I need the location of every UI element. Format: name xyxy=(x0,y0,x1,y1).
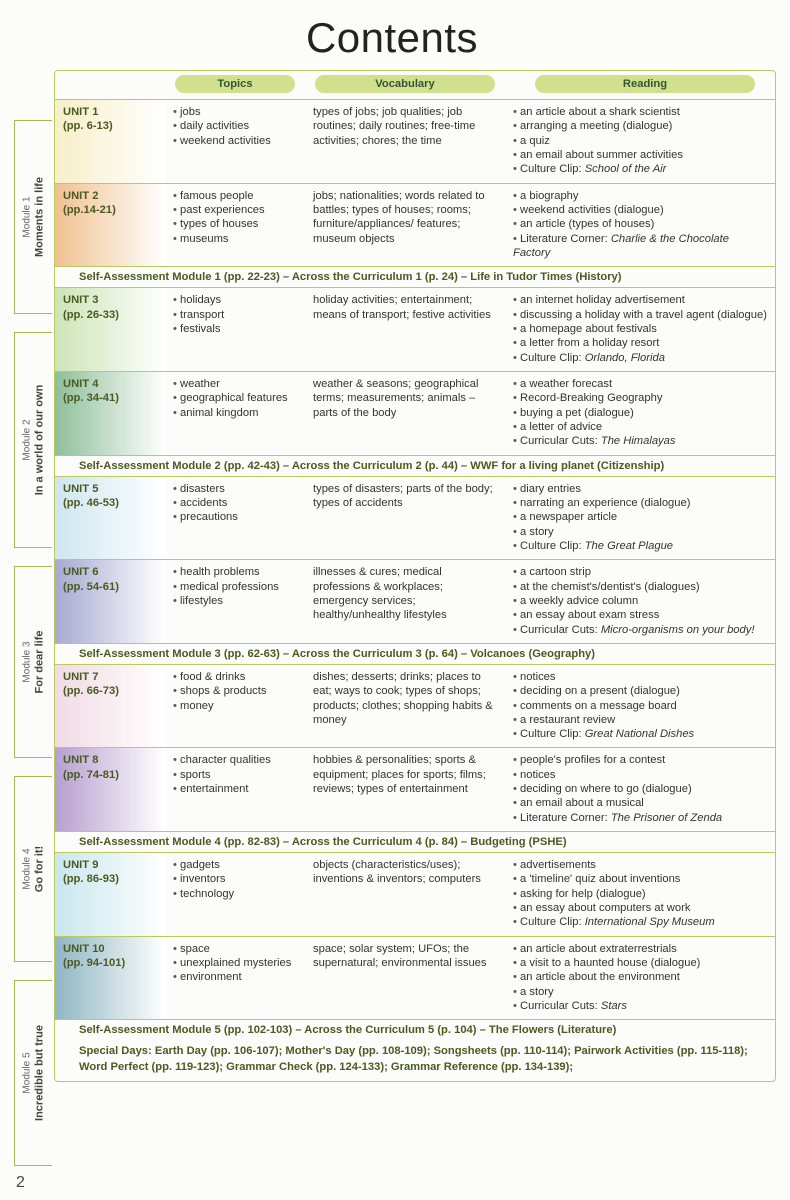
unit-cell: UNIT 3(pp. 26-33) xyxy=(55,288,165,371)
module-label: Module 5Incredible but true xyxy=(14,980,52,1166)
unit-cell: UNIT 10(pp. 94-101) xyxy=(55,937,165,1020)
reading-cell: a cartoon stripat the chemist's/dentist'… xyxy=(505,560,775,643)
self-assessment-row: Self-Assessment Module 2 (pp. 42-43) – A… xyxy=(55,455,775,476)
topics-cell: food & drinksshops & productsmoney xyxy=(165,665,305,748)
topics-cell: character qualitiessportsentertainment xyxy=(165,748,305,831)
vocab-cell: types of jobs; job qualities; job routin… xyxy=(305,100,505,183)
reading-cell: people's profiles for a contestnoticesde… xyxy=(505,748,775,831)
reading-cell: advertisementsa 'timeline' quiz about in… xyxy=(505,853,775,936)
vocab-cell: holiday activities; entertainment; means… xyxy=(305,288,505,371)
vocab-cell: dishes; desserts; drinks; places to eat;… xyxy=(305,665,505,748)
unit-row: UNIT 8(pp. 74-81)character qualitiesspor… xyxy=(55,747,775,831)
reading-cell: an internet holiday advertisementdiscuss… xyxy=(505,288,775,371)
page-title: Contents xyxy=(8,14,776,62)
vocab-cell: types of disasters; parts of the body; t… xyxy=(305,477,505,560)
unit-cell: UNIT 9(pp. 86-93) xyxy=(55,853,165,936)
unit-row: UNIT 6(pp. 54-61)health problemsmedical … xyxy=(55,559,775,643)
module-label: Module 2In a world of our own xyxy=(14,332,52,548)
unit-row: UNIT 7(pp. 66-73)food & drinksshops & pr… xyxy=(55,664,775,748)
vocab-cell: space; solar system; UFOs; the supernatu… xyxy=(305,937,505,1020)
topics-cell: weathergeographical featuresanimal kingd… xyxy=(165,372,305,455)
column-headers: Topics Vocabulary Reading xyxy=(55,71,775,99)
topics-cell: disastersaccidentsprecautions xyxy=(165,477,305,560)
unit-row: UNIT 9(pp. 86-93)gadgetsinventorstechnol… xyxy=(55,852,775,936)
vocab-cell: hobbies & personalities; sports & equipm… xyxy=(305,748,505,831)
unit-cell: UNIT 1(pp. 6-13) xyxy=(55,100,165,183)
header-vocab: Vocabulary xyxy=(315,75,495,93)
unit-cell: UNIT 7(pp. 66-73) xyxy=(55,665,165,748)
topics-cell: spaceunexplained mysteriesenvironment xyxy=(165,937,305,1020)
unit-cell: UNIT 8(pp. 74-81) xyxy=(55,748,165,831)
self-assessment-row: Self-Assessment Module 1 (pp. 22-23) – A… xyxy=(55,266,775,287)
vocab-cell: jobs; nationalities; words related to ba… xyxy=(305,184,505,267)
module-label: Module 4Go for it! xyxy=(14,776,52,962)
unit-cell: UNIT 4(pp. 34-41) xyxy=(55,372,165,455)
reading-cell: an article about a shark scientistarrang… xyxy=(505,100,775,183)
reading-cell: a biographyweekend activities (dialogue)… xyxy=(505,184,775,267)
self-assessment-row: Self-Assessment Module 5 (pp. 102-103) –… xyxy=(55,1019,775,1040)
reading-cell: an article about extraterrestrialsa visi… xyxy=(505,937,775,1020)
module-label: Module 3For dear life xyxy=(14,566,52,758)
module-label: Module 1Moments in life xyxy=(14,120,52,314)
topics-cell: health problemsmedical professionslifest… xyxy=(165,560,305,643)
reading-cell: a weather forecastRecord-Breaking Geogra… xyxy=(505,372,775,455)
page-number: 2 xyxy=(16,1174,25,1192)
unit-row: UNIT 2(pp.14-21)famous peoplepast experi… xyxy=(55,183,775,267)
unit-row: UNIT 1(pp. 6-13)jobsdaily activitiesweek… xyxy=(55,99,775,183)
self-assessment-row: Self-Assessment Module 3 (pp. 62-63) – A… xyxy=(55,643,775,664)
unit-cell: UNIT 6(pp. 54-61) xyxy=(55,560,165,643)
contents-table: Topics Vocabulary Reading UNIT 1(pp. 6-1… xyxy=(54,70,776,1082)
vocab-cell: objects (characteristics/uses); inventio… xyxy=(305,853,505,936)
topics-cell: famous peoplepast experiencestypes of ho… xyxy=(165,184,305,267)
reading-cell: diary entriesnarrating an experience (di… xyxy=(505,477,775,560)
unit-cell: UNIT 5(pp. 46-53) xyxy=(55,477,165,560)
reading-cell: noticesdeciding on a present (dialogue)c… xyxy=(505,665,775,748)
self-assessment-row: Self-Assessment Module 4 (pp. 82-83) – A… xyxy=(55,831,775,852)
vocab-cell: illnesses & cures; medical professions &… xyxy=(305,560,505,643)
unit-row: UNIT 3(pp. 26-33)holidaystransportfestiv… xyxy=(55,287,775,371)
unit-row: UNIT 5(pp. 46-53)disastersaccidentspreca… xyxy=(55,476,775,560)
header-reading: Reading xyxy=(535,75,755,93)
vocab-cell: weather & seasons; geographical terms; m… xyxy=(305,372,505,455)
unit-row: UNIT 4(pp. 34-41)weathergeographical fea… xyxy=(55,371,775,455)
unit-row: UNIT 10(pp. 94-101)spaceunexplained myst… xyxy=(55,936,775,1020)
topics-cell: gadgetsinventorstechnology xyxy=(165,853,305,936)
footer-extras: Special Days: Earth Day (pp. 106-107); M… xyxy=(55,1040,775,1080)
unit-cell: UNIT 2(pp.14-21) xyxy=(55,184,165,267)
topics-cell: jobsdaily activitiesweekend activities xyxy=(165,100,305,183)
topics-cell: holidaystransportfestivals xyxy=(165,288,305,371)
header-topics: Topics xyxy=(175,75,295,93)
